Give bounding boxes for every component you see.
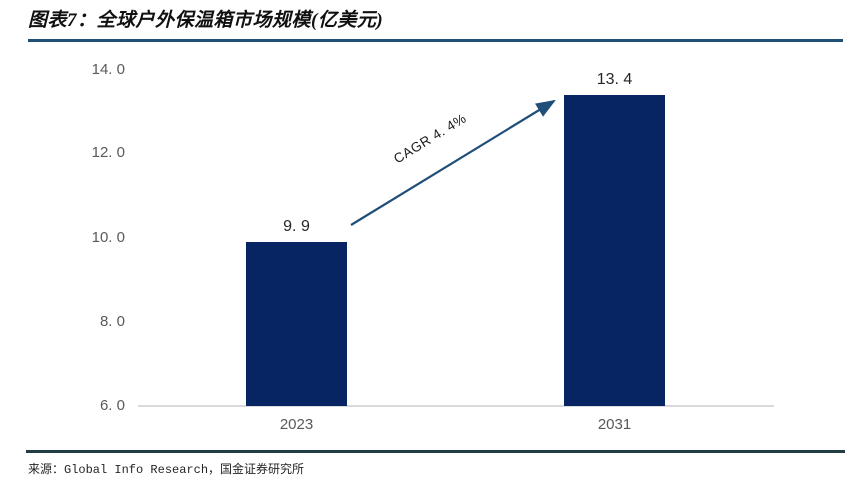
value-label-2031: 13. 4 — [596, 71, 633, 88]
x-axis-label-2023: 2023 — [279, 416, 314, 433]
x-axis-label-2031: 2031 — [597, 416, 632, 433]
value-label-2023: 9. 9 — [283, 218, 310, 235]
source-attribution: 来源：Global Info Research，国金证券研究所 — [28, 463, 305, 477]
y-axis-tick-10: 10. 0 — [91, 229, 125, 246]
x-axis-baseline — [138, 405, 774, 407]
bar-2031 — [564, 95, 665, 406]
y-axis-tick-14: 14. 0 — [91, 61, 125, 78]
y-axis-tick-8: 8. 0 — [99, 313, 125, 330]
cagr-annotation: CAGR 4. 4% — [391, 110, 469, 167]
title-divider-line — [28, 39, 843, 42]
y-axis-tick-12: 12. 0 — [91, 144, 125, 161]
bar-2023 — [246, 242, 347, 406]
footer-divider-line — [26, 450, 845, 453]
y-axis-tick-6: 6. 0 — [99, 397, 125, 414]
chart-title: 图表7：全球户外保温箱市场规模(亿美元) — [28, 10, 384, 31]
